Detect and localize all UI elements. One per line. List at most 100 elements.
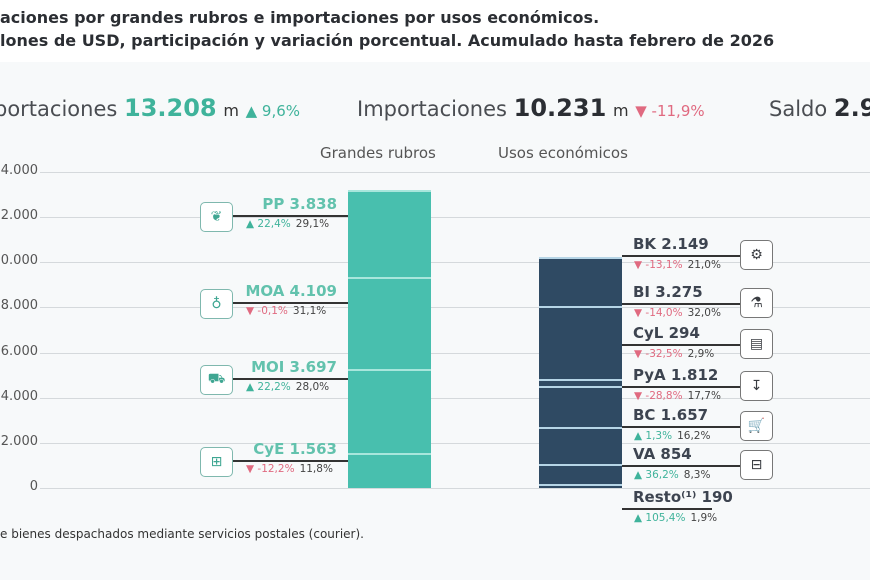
segment-stats-VA: ▲ 36,2% 8,3% <box>634 469 710 481</box>
segment-stats-PyA: ▼ -28,8% 17,7% <box>634 390 721 402</box>
share-value: 2,9% <box>687 348 715 360</box>
segment-label-VA: VA 854 <box>633 445 692 463</box>
segment-label-BC: BC 1.657 <box>633 406 709 424</box>
exports-label: portaciones <box>0 97 118 121</box>
segment-label-MOI: MOI 3.697 <box>251 358 337 376</box>
segment-stats-BI: ▼ -14,0% 32,0% <box>634 307 721 319</box>
fuel-can-icon: ▤ <box>740 329 773 359</box>
change-value: ▼ -28,8% <box>634 390 683 402</box>
share-value: 29,1% <box>295 218 330 230</box>
bar-segment-MOI <box>348 369 431 453</box>
change-value: ▼ -0,1% <box>246 305 288 317</box>
category-label-usos-economicos: Usos económicos <box>498 144 628 162</box>
balance-label: Saldo <box>769 97 828 121</box>
leader-line <box>622 508 712 510</box>
imports-value: 10.231 <box>513 94 607 122</box>
leader-line <box>622 255 740 257</box>
share-value: 21,0% <box>687 259 721 271</box>
footnote: e bienes despachados mediante servicios … <box>0 527 364 541</box>
leader-line <box>622 386 740 388</box>
segment-label-CyL: CyL 294 <box>633 324 700 342</box>
balance-value: 2.9 <box>833 94 870 122</box>
share-value: 17,7% <box>687 390 721 402</box>
tractor-icon: ⚙ <box>740 240 773 270</box>
chart-panel <box>0 62 870 580</box>
segment-stats-BC: ▲ 1,3% 16,2% <box>634 430 710 442</box>
imports-label: Importaciones <box>357 97 507 121</box>
leader-line <box>233 302 348 304</box>
share-value: 8,3% <box>683 469 711 481</box>
imports-unit: m <box>612 101 629 120</box>
segment-label-BI: BI 3.275 <box>633 283 703 301</box>
bar-segment-BK <box>539 257 622 306</box>
imports-summary: Importaciones 10.231 m ▼ -11,9% <box>357 94 705 122</box>
gridline <box>40 397 870 399</box>
change-value: ▲ 105,4% <box>634 512 686 524</box>
segment-stats-PP: ▲ 22,4% 29,1% <box>246 218 329 230</box>
gridline <box>40 217 870 219</box>
bottle-icon: ♁ <box>200 289 233 319</box>
share-value: 28,0% <box>295 381 330 393</box>
change-value: ▼ -13,1% <box>634 259 683 271</box>
segment-stats-CyE: ▼ -12,2% 11,8% <box>246 463 333 475</box>
segment-label-BK: BK 2.149 <box>633 235 709 253</box>
share-value: 11,8% <box>299 463 333 475</box>
car-icon: ⊟ <box>740 450 773 480</box>
segment-label-CyE: CyE 1.563 <box>253 440 337 458</box>
segment-stats-BK: ▼ -13,1% 21,0% <box>634 259 721 271</box>
y-tick-label: 2.000 <box>0 433 38 449</box>
balance-summary: Saldo 2.9 <box>769 94 870 122</box>
wheat-icon: ❦ <box>200 202 233 232</box>
screw-icon: ↧ <box>740 371 773 401</box>
gridline <box>40 307 870 309</box>
change-value: ▼ -32,5% <box>634 348 683 360</box>
segment-label-PP: PP 3.838 <box>262 195 337 213</box>
flask-icon: ⚗ <box>740 288 773 318</box>
y-tick-label: 12.000 <box>0 208 38 224</box>
y-tick-label: 10.000 <box>0 253 38 269</box>
leader-line <box>622 344 740 346</box>
change-value: ▲ 36,2% <box>634 469 679 481</box>
segment-label-PyA: PyA 1.812 <box>633 366 719 384</box>
bar-segment-CyL <box>539 379 622 387</box>
y-tick-label: 14.000 <box>0 163 38 178</box>
bar-segment-PP <box>348 189 431 277</box>
exports-unit: m <box>223 101 239 120</box>
truck-icon: ⛟ <box>200 365 233 395</box>
share-value: 32,0% <box>687 307 721 319</box>
change-value: ▼ -14,0% <box>634 307 683 319</box>
imports-change: ▼ -11,9% <box>635 102 705 120</box>
segment-label-MOA: MOA 4.109 <box>245 282 337 300</box>
gridline <box>40 442 870 444</box>
y-tick-label: 4.000 <box>0 388 38 404</box>
bar-segment-CyE <box>348 452 431 488</box>
segment-stats-MOI: ▲ 22,2% 28,0% <box>246 381 329 393</box>
leader-line <box>622 426 740 428</box>
segment-stats-MOA: ▼ -0,1% 31,1% <box>246 305 326 317</box>
gridline <box>40 488 870 489</box>
exports-summary: portaciones 13.208 m ▲ 9,6% <box>0 94 300 122</box>
leader-line <box>233 215 348 217</box>
exports-change: ▲ 9,6% <box>245 102 301 120</box>
gridline <box>40 352 870 354</box>
share-value: 16,2% <box>677 430 711 442</box>
y-tick-label: 6.000 <box>0 343 38 359</box>
change-value: ▼ -12,2% <box>246 463 295 475</box>
y-tick-label: 8.000 <box>0 298 38 314</box>
bar-segment-MOA <box>348 276 431 370</box>
gridline <box>40 262 870 264</box>
gridline <box>40 172 870 173</box>
leader-line <box>233 378 348 380</box>
leader-line <box>622 465 740 467</box>
cart-icon: 🛒 <box>740 411 773 441</box>
change-value: ▲ 22,4% <box>246 218 291 230</box>
y-tick-label: 0 <box>29 479 38 494</box>
change-value: ▲ 22,2% <box>246 381 291 393</box>
segment-stats-CyL: ▼ -32,5% 2,9% <box>634 348 714 360</box>
leader-line <box>233 460 348 462</box>
change-value: ▲ 1,3% <box>634 430 673 442</box>
leader-line <box>622 303 740 305</box>
chart-title: aciones por grandes rubros e importacion… <box>0 8 600 27</box>
bar-segment-Resto <box>539 483 622 488</box>
bar-segment-PyA <box>539 386 622 428</box>
